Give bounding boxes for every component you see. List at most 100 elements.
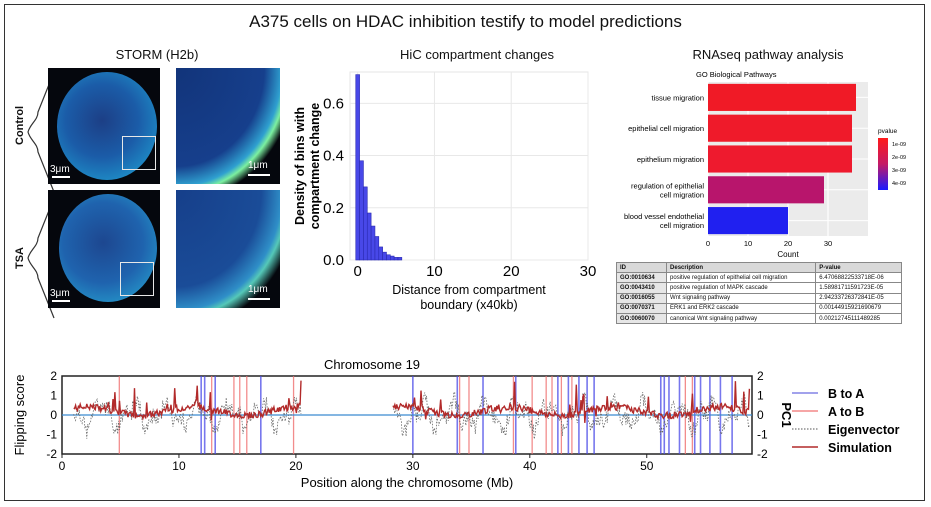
table-header-row: ID Description P-value: [615, 261, 902, 274]
rnaseq-title: RNAseq pathway analysis: [692, 47, 844, 62]
pathway-bar: [708, 207, 788, 235]
x-tick-label: 0: [706, 239, 710, 248]
row-label-control: Control: [14, 105, 26, 145]
hic-chart: 0 10 20 30 0.0 0.2 0.4 0.6 Distance from compart…: [293, 71, 597, 312]
y-tick-label: 0.2: [323, 200, 344, 217]
plot-area: [349, 71, 589, 261]
x-tick-label: 0: [354, 263, 362, 280]
x-axis-label-line: Distance from compartment: [392, 283, 546, 297]
histogram-bar: [359, 160, 364, 261]
y-axis-label-left: Flipping score: [12, 375, 27, 456]
y-axis-label-line: compartment change: [308, 103, 322, 229]
legend-label: 1e-09: [892, 142, 906, 148]
rnaseq-chart: GO Biological Pathways 0 10 20 30 tissue migr…: [624, 70, 906, 259]
legend-label: Eigenvector: [828, 423, 900, 437]
y-tick-label: 0.6: [323, 95, 344, 112]
x-axis-label-line: boundary (x40kb): [420, 298, 517, 312]
y2-tick-label: 1: [757, 389, 764, 403]
table-row: GO:0016055 Wnt signaling pathway 2.9423372…: [615, 292, 902, 304]
simulation-line: [73, 380, 751, 423]
y-tick-label: 0: [50, 408, 57, 422]
y2-tick-label: 0: [757, 408, 764, 422]
pathway-bar: [708, 145, 852, 173]
cell-id: GO:0070371: [615, 302, 668, 314]
storm-control-nucleus-image: 3μm: [48, 68, 160, 184]
y-axis-label: Density of bins withcompartment change: [293, 103, 322, 229]
histogram-bar: [366, 212, 372, 261]
y2-tick-label: -2: [757, 447, 768, 461]
category-label-line: tissue migration: [651, 93, 704, 102]
x-axis-label: Position along the chromosome (Mb): [301, 475, 513, 490]
category-label-line: blood vessel endothelial: [624, 212, 704, 221]
cell-pvalue: 0.00144915921690679: [815, 302, 902, 314]
y2-tick-label: -1: [757, 428, 768, 442]
legend-label: 3e-09: [892, 168, 906, 174]
category-label-line: regulation of epithelial: [631, 181, 704, 190]
scale-label: 1μm: [248, 160, 268, 171]
category-label-line: cell migration: [660, 190, 704, 199]
cell-description: positive regulation of MAPK cascade: [666, 282, 817, 294]
histogram-bar: [386, 254, 391, 261]
x-tick-label: 10: [172, 459, 186, 473]
legend-label: A to B: [828, 405, 864, 419]
cell-description: canonical Wnt signaling pathway: [666, 312, 817, 325]
legend-colorbar: [878, 138, 888, 190]
pathway-table: ID Description P-value GO:0010634 positiv…: [615, 261, 902, 325]
cell-id: GO:0043410: [615, 282, 668, 294]
y-tick-label: 1: [50, 389, 57, 403]
storm-tsa-zoom-image: 1μm: [176, 190, 280, 308]
x-tick-label: 30: [824, 239, 832, 248]
legend-title: pvalue: [878, 128, 898, 135]
y-tick-label: 0.0: [323, 252, 344, 269]
cell-id: GO:0016055: [615, 292, 668, 304]
histogram-bar: [397, 257, 403, 261]
cell-description: positive regulation of epithelial cell m…: [666, 272, 817, 284]
y2-tick-label: 2: [757, 369, 764, 383]
cell-id: GO:0010634: [615, 272, 668, 284]
pathway-bar: [708, 83, 856, 111]
legend-label: Simulation: [828, 441, 892, 455]
col-header-description: Description: [666, 261, 817, 274]
category-label: epithelial cell migration: [628, 124, 704, 133]
category-label: tissue migration: [651, 93, 704, 102]
table-row: GO:0043410 positive regulation of MAPK ca…: [615, 282, 902, 294]
y-axis-label-right: PC1: [779, 402, 794, 427]
x-axis-label: Count: [777, 250, 799, 259]
histogram-bar: [382, 251, 387, 261]
y-tick-label: -1: [46, 428, 57, 442]
x-tick-label: 0: [59, 459, 66, 473]
category-label: blood vessel endothelial cell migration: [624, 212, 704, 230]
figure-title: A375 cells on HDAC inhibition testify to…: [249, 12, 682, 31]
x-tick-label: 20: [784, 239, 792, 248]
histogram-bar: [390, 255, 395, 261]
x-tick-label: 30: [406, 459, 420, 473]
x-tick-label: 30: [580, 263, 597, 280]
figure-frame: [4, 4, 925, 501]
scale-label: 1μm: [248, 284, 268, 295]
category-label-line: cell migration: [660, 221, 704, 230]
x-tick-label: 10: [744, 239, 752, 248]
cell-description: ERK1 and ERK2 cascade: [666, 302, 817, 314]
cell-pvalue: 6.47068822533718E-06: [815, 272, 902, 284]
histogram-bar: [393, 257, 399, 261]
legend-label: B to A: [828, 387, 864, 401]
legend-label: 4e-09: [892, 181, 906, 187]
table-row: GO:0070371 ERK1 and ERK2 cascade 0.0014491…: [615, 302, 902, 314]
category-label-line: epithelium migration: [637, 155, 704, 164]
cell-pvalue: 0.00212745111489285: [815, 312, 902, 325]
storm-row-brackets: [27, 71, 55, 319]
scale-label: 3μm: [50, 288, 70, 299]
category-label: regulation of epithelial cell migration: [631, 181, 704, 199]
storm-title: STORM (H2b): [115, 47, 199, 62]
x-axis-label: Distance from compartment boundary (x40kb…: [392, 283, 546, 312]
cell-description: Wnt signaling pathway: [666, 292, 817, 304]
x-tick-label: 20: [289, 459, 303, 473]
x-tick-label: 10: [426, 263, 443, 280]
pathway-bar: [708, 176, 824, 204]
histogram-bar: [378, 246, 383, 261]
y-tick-label: 2: [50, 369, 57, 383]
pathway-bar: [708, 114, 852, 142]
chart-title: Chromosome 19: [324, 357, 420, 372]
y-tick-label: 0.4: [323, 148, 344, 165]
row-label-tsa: TSA: [14, 247, 26, 269]
